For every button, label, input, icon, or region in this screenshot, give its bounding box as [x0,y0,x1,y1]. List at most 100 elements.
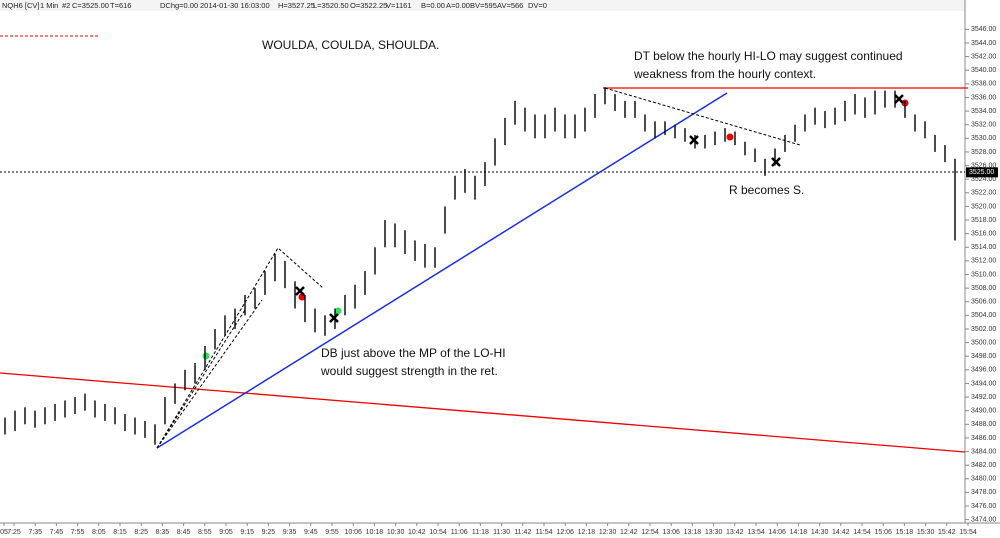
x-tick-label: 8:35 [156,529,170,536]
y-tick-label: 3474.00 [971,516,996,523]
y-tick-label: 3488.00 [971,421,996,428]
x-markers [295,94,904,323]
y-tick-label: 3532.00 [971,122,996,129]
x-tick-label: 10:30 [387,529,405,536]
y-tick-label: 3534.00 [971,108,996,115]
header-field: #2 [62,1,70,10]
y-tick-label: 3508.00 [971,285,996,292]
y-tick-label: 3478.00 [971,489,996,496]
x-tick-label: 13:42 [726,529,744,536]
x-tick-label: 13:54 [747,529,765,536]
header-field: C=3525.00 [72,1,109,10]
x-tick-label: 12:30 [599,529,617,536]
x-tick-label: 12:06 [556,529,574,536]
x-tick-label: 11:54 [536,529,553,536]
dashed-leg [156,309,246,449]
y-tick-label: 3528.00 [971,149,996,156]
x-tick-label: 10:18 [366,529,384,536]
x-tick-label: 14:18 [790,529,808,536]
y-tick-label: 3486.00 [971,435,996,442]
y-tick-label: 3524.00 [971,176,996,183]
trend-line-blue [156,92,728,449]
x-tick-label: 11:30 [493,529,510,536]
x-tick-label: 13:06 [662,529,680,536]
trend-line-red [0,372,966,453]
x-tick-label: 10:42 [408,529,426,536]
y-tick-label: 3506.00 [971,299,996,306]
y-tick-label: 3496.00 [971,367,996,374]
x-tick-label: 9:35 [283,529,297,536]
header-field: L=3520.50 [313,1,349,10]
y-tick-label: 3516.00 [971,230,996,237]
y-tick-label: 3494.00 [971,380,996,387]
x-tick-label: 14:30 [811,529,829,536]
y-tick-label: 3482.00 [971,462,996,469]
y-tick-label: 3530.00 [971,135,996,142]
x-tick-label: 7:25 [7,529,21,536]
x-tick-label: 10:06 [344,529,362,536]
y-tick-label: 3476.00 [971,503,996,510]
red-dot [726,133,734,141]
last-price-label: 3525.00 [969,169,994,176]
dashed-dt-line [604,87,801,146]
x-tick-label: 7:35 [28,529,42,536]
x-tick-label: 11:42 [514,529,531,536]
x-tick-label: 9:55 [325,529,339,536]
x-tick-label: 10:54 [429,529,447,536]
dashed-triangle [156,247,324,449]
y-tick-label: 3480.00 [971,476,996,483]
x-tick-label: 13:18 [684,529,702,536]
y-tick-label: 3514.00 [971,244,996,251]
y-tick-label: 3544.00 [971,40,996,47]
x-tick-label: 8:05 [92,529,106,536]
y-tick-label: 3520.00 [971,203,996,210]
x-tick-label: 9:05 [219,529,233,536]
x-tick-label: 11:18 [472,529,489,536]
x-tick-label: 15:42 [938,529,956,536]
x-tick-label: 8:55 [198,529,212,536]
y-tick-label: 3500.00 [971,339,996,346]
x-tick-label: 15:54 [959,529,977,536]
y-tick-label: 3522.00 [971,190,996,197]
x-tick-label: 14:54 [853,529,871,536]
header-field: B=0.00 [421,1,445,10]
y-tick-label: 3490.00 [971,408,996,415]
y-tick-label: 3538.00 [971,81,996,88]
header-field: DV=0 [528,1,547,10]
x-tick-label: 12:42 [620,529,638,536]
y-tick-label: 3512.00 [971,258,996,265]
annotation: R becomes S. [729,183,804,197]
dashed-leg [156,299,263,449]
annotation: weakness from the hourly context. [633,67,816,81]
x-tick-label: 8:25 [134,529,148,536]
x-tick-label: 14:06 [768,529,786,536]
x-tick-label: 9:25 [262,529,276,536]
y-tick-label: 3542.00 [971,53,996,60]
y-tick-label: 3546.00 [971,26,996,33]
annotation: WOULDA, COULDA, SHOULDA. [262,38,439,52]
x-tick-label: 7:45 [50,529,64,536]
header-field: DChg=0.00 [160,1,198,10]
x-tick-label: 8:15 [113,529,127,536]
header-field: V=1161 [386,1,412,10]
header-field: AV=566 [497,1,523,10]
green-dot [334,307,342,315]
header-field: A=0.00 [446,1,470,10]
header-bar [0,0,965,11]
x-tick-label: 15:18 [896,529,914,536]
annotation: DT below the hourly HI-LO may suggest co… [634,49,903,63]
header-field: 1 Min [40,1,58,10]
y-tick-label: 3502.00 [971,326,996,333]
y-tick-label: 3504.00 [971,312,996,319]
header-field: BV=595 [470,1,497,10]
y-tick-label: 3492.00 [971,394,996,401]
x-tick-label: 8:45 [177,529,191,536]
y-tick-label: 3498.00 [971,353,996,360]
annotation: DB just above the MP of the LO-HI [321,346,506,360]
x-tick-label: 13:30 [705,529,723,536]
header-field: NQH6 [CV] [2,1,40,10]
x-tick-label: 9:45 [304,529,318,536]
y-tick-label: 3484.00 [971,448,996,455]
y-tick-label: 3540.00 [971,67,996,74]
